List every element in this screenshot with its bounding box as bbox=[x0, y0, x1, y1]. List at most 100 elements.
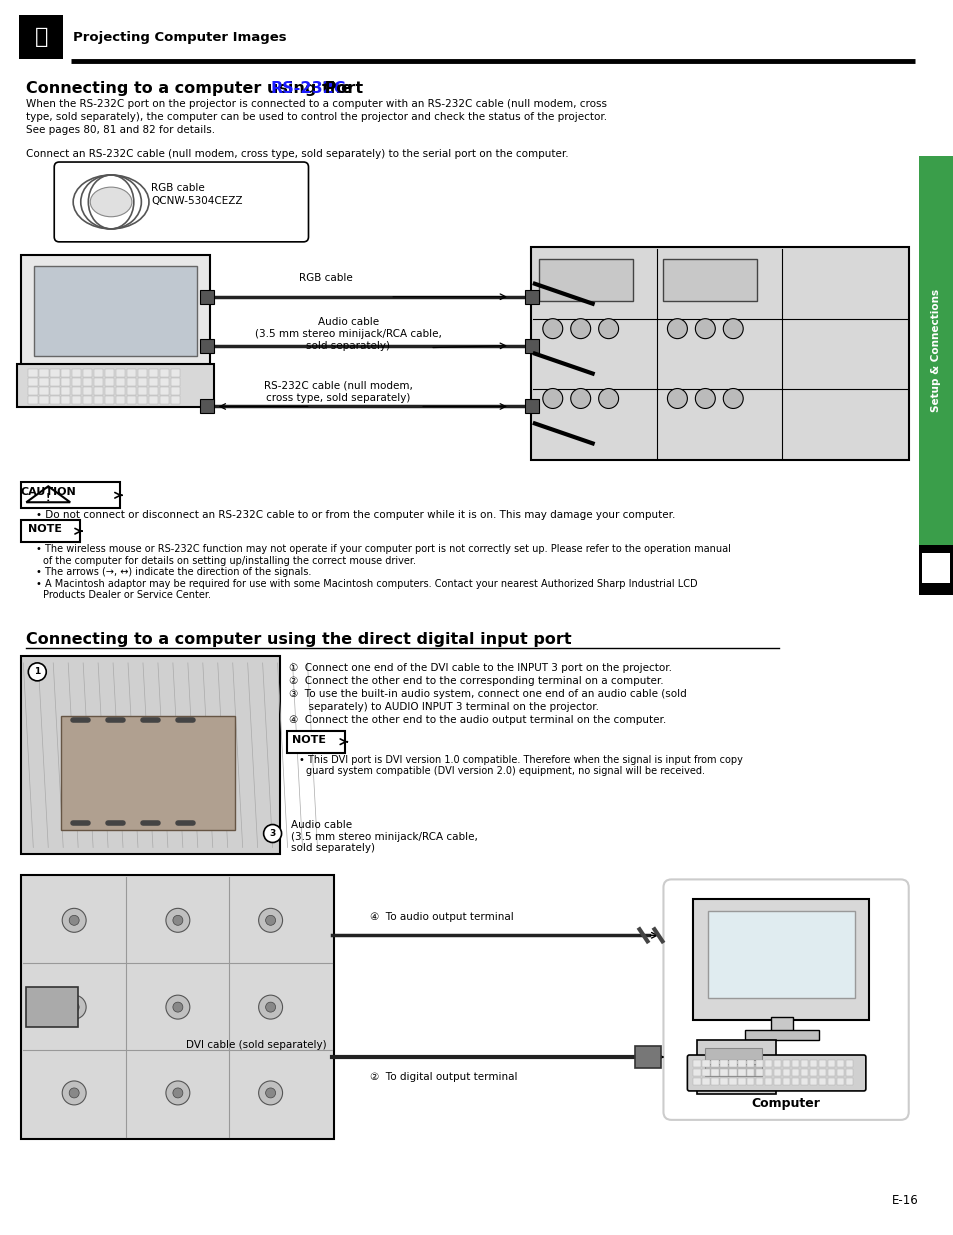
Circle shape bbox=[598, 319, 618, 338]
FancyBboxPatch shape bbox=[137, 378, 147, 385]
FancyBboxPatch shape bbox=[697, 1040, 776, 1094]
FancyBboxPatch shape bbox=[159, 396, 169, 404]
Circle shape bbox=[70, 1002, 79, 1013]
FancyBboxPatch shape bbox=[286, 731, 345, 752]
Text: • The wireless mouse or RS-232C function may not operate if your computer port i: • The wireless mouse or RS-232C function… bbox=[36, 545, 730, 555]
Circle shape bbox=[667, 319, 687, 338]
FancyBboxPatch shape bbox=[728, 1068, 736, 1076]
FancyBboxPatch shape bbox=[773, 1060, 781, 1067]
Text: RS-232C: RS-232C bbox=[271, 82, 346, 96]
FancyBboxPatch shape bbox=[21, 483, 120, 509]
FancyBboxPatch shape bbox=[800, 1068, 807, 1076]
FancyBboxPatch shape bbox=[127, 378, 136, 385]
FancyBboxPatch shape bbox=[149, 369, 158, 377]
FancyBboxPatch shape bbox=[50, 396, 59, 404]
FancyBboxPatch shape bbox=[530, 247, 908, 461]
FancyBboxPatch shape bbox=[755, 1078, 762, 1086]
Text: QCNW-5304CEZZ: QCNW-5304CEZZ bbox=[151, 196, 242, 206]
FancyBboxPatch shape bbox=[728, 1078, 736, 1086]
Circle shape bbox=[62, 1081, 86, 1105]
Text: Setup & Connections: Setup & Connections bbox=[930, 289, 940, 412]
Text: NOTE: NOTE bbox=[29, 524, 62, 535]
FancyBboxPatch shape bbox=[918, 545, 952, 595]
FancyBboxPatch shape bbox=[199, 399, 213, 414]
Text: E-16: E-16 bbox=[891, 1194, 918, 1207]
FancyBboxPatch shape bbox=[199, 290, 213, 304]
Text: When the RS-232C port on the projector is connected to a computer with an RS-232: When the RS-232C port on the projector i… bbox=[27, 99, 607, 109]
FancyBboxPatch shape bbox=[93, 369, 103, 377]
FancyBboxPatch shape bbox=[21, 254, 210, 367]
FancyBboxPatch shape bbox=[115, 388, 125, 395]
Text: Computer: Computer bbox=[751, 1097, 820, 1110]
FancyBboxPatch shape bbox=[701, 1068, 709, 1076]
Circle shape bbox=[70, 1088, 79, 1098]
FancyBboxPatch shape bbox=[844, 1078, 852, 1086]
Circle shape bbox=[29, 663, 46, 680]
FancyBboxPatch shape bbox=[707, 911, 854, 998]
FancyBboxPatch shape bbox=[791, 1068, 799, 1076]
FancyBboxPatch shape bbox=[662, 259, 757, 300]
FancyBboxPatch shape bbox=[115, 396, 125, 404]
FancyBboxPatch shape bbox=[199, 338, 213, 353]
Circle shape bbox=[166, 909, 190, 932]
FancyBboxPatch shape bbox=[127, 388, 136, 395]
FancyBboxPatch shape bbox=[39, 396, 49, 404]
FancyBboxPatch shape bbox=[127, 369, 136, 377]
Circle shape bbox=[542, 319, 562, 338]
FancyBboxPatch shape bbox=[159, 378, 169, 385]
Circle shape bbox=[258, 995, 282, 1019]
FancyBboxPatch shape bbox=[818, 1068, 825, 1076]
FancyBboxPatch shape bbox=[773, 1078, 781, 1086]
FancyBboxPatch shape bbox=[692, 1060, 700, 1067]
FancyBboxPatch shape bbox=[159, 388, 169, 395]
Text: RS-232C cable (null modem,: RS-232C cable (null modem, bbox=[264, 380, 413, 390]
FancyBboxPatch shape bbox=[738, 1060, 744, 1067]
Text: guard system compatible (DVI version 2.0) equipment, no signal will be received.: guard system compatible (DVI version 2.0… bbox=[305, 766, 703, 776]
Circle shape bbox=[598, 389, 618, 409]
FancyBboxPatch shape bbox=[83, 369, 92, 377]
FancyBboxPatch shape bbox=[21, 656, 279, 855]
FancyBboxPatch shape bbox=[61, 396, 71, 404]
Text: NOTE: NOTE bbox=[292, 735, 325, 745]
Text: Projecting Computer Images: Projecting Computer Images bbox=[73, 31, 287, 43]
FancyBboxPatch shape bbox=[827, 1060, 835, 1067]
FancyBboxPatch shape bbox=[61, 378, 71, 385]
Circle shape bbox=[722, 389, 742, 409]
FancyBboxPatch shape bbox=[54, 162, 308, 242]
FancyBboxPatch shape bbox=[61, 369, 71, 377]
Text: 🖥: 🖥 bbox=[34, 27, 48, 47]
FancyBboxPatch shape bbox=[71, 369, 81, 377]
FancyBboxPatch shape bbox=[755, 1068, 762, 1076]
FancyBboxPatch shape bbox=[524, 399, 538, 414]
FancyBboxPatch shape bbox=[19, 15, 63, 59]
FancyBboxPatch shape bbox=[83, 396, 92, 404]
FancyBboxPatch shape bbox=[28, 369, 37, 377]
Circle shape bbox=[166, 995, 190, 1019]
FancyBboxPatch shape bbox=[800, 1060, 807, 1067]
FancyBboxPatch shape bbox=[738, 1068, 744, 1076]
Text: ④  To audio output terminal: ④ To audio output terminal bbox=[370, 913, 514, 923]
FancyBboxPatch shape bbox=[809, 1060, 817, 1067]
FancyBboxPatch shape bbox=[918, 156, 952, 545]
Circle shape bbox=[263, 825, 281, 842]
Circle shape bbox=[695, 319, 715, 338]
FancyBboxPatch shape bbox=[710, 1068, 718, 1076]
FancyBboxPatch shape bbox=[818, 1078, 825, 1086]
FancyBboxPatch shape bbox=[809, 1068, 817, 1076]
FancyBboxPatch shape bbox=[50, 378, 59, 385]
Circle shape bbox=[172, 1088, 183, 1098]
FancyBboxPatch shape bbox=[149, 388, 158, 395]
FancyBboxPatch shape bbox=[83, 378, 92, 385]
FancyBboxPatch shape bbox=[105, 378, 114, 385]
FancyBboxPatch shape bbox=[149, 378, 158, 385]
Circle shape bbox=[570, 389, 590, 409]
FancyBboxPatch shape bbox=[28, 388, 37, 395]
FancyBboxPatch shape bbox=[634, 1046, 660, 1068]
FancyBboxPatch shape bbox=[720, 1078, 727, 1086]
FancyBboxPatch shape bbox=[71, 396, 81, 404]
Text: RGB cable: RGB cable bbox=[298, 273, 352, 283]
FancyBboxPatch shape bbox=[809, 1078, 817, 1086]
FancyBboxPatch shape bbox=[137, 369, 147, 377]
Circle shape bbox=[172, 1002, 183, 1013]
FancyBboxPatch shape bbox=[61, 716, 234, 830]
